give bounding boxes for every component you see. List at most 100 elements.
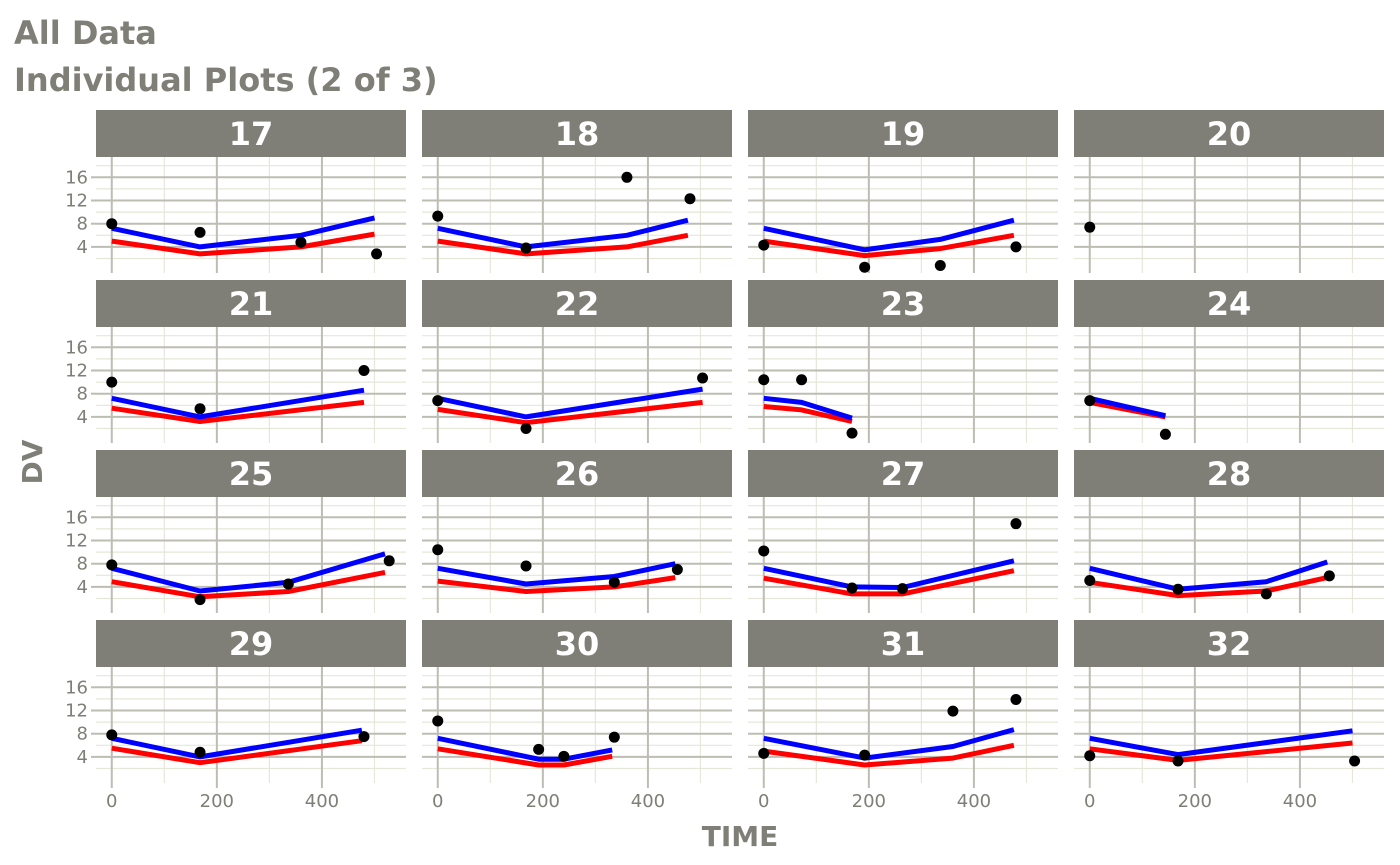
x-tick-label: 0 — [432, 791, 443, 812]
data-point — [432, 715, 444, 727]
series-line-red — [763, 404, 853, 424]
x-tick-label: 0 — [758, 791, 769, 812]
panel-32: 32 0 200 400 — [1074, 620, 1384, 812]
data-point — [432, 395, 444, 407]
panel-20: 20 — [1074, 110, 1384, 273]
panel-26: 26 — [422, 450, 732, 613]
strip-label: 29 — [229, 625, 274, 663]
panel-18: 18 — [422, 110, 732, 273]
y-tick-label: 12 — [65, 361, 88, 382]
data-point — [1349, 755, 1361, 767]
x-tick-label: 200 — [200, 791, 234, 812]
series-line-blue — [111, 215, 376, 250]
data-point — [934, 259, 946, 271]
series-line-red — [763, 568, 1015, 597]
strip-bg — [748, 450, 1058, 497]
data-point — [608, 576, 620, 588]
series-line-blue — [111, 387, 365, 420]
strip-bg — [1074, 620, 1384, 667]
series-line-red — [111, 231, 375, 257]
data-point — [432, 544, 444, 556]
strip-label: 32 — [1207, 625, 1252, 663]
panel-22: 22 — [422, 280, 732, 443]
series-line-blue — [763, 727, 1015, 761]
series-line-red — [763, 232, 1015, 259]
x-tick-label: 0 — [106, 791, 117, 812]
data-point — [1010, 241, 1022, 253]
data-point — [194, 226, 206, 238]
strip-bg — [422, 450, 732, 497]
data-point — [106, 376, 118, 388]
y-tick-label: 16 — [65, 507, 88, 528]
series-line-blue — [1089, 728, 1353, 758]
series-line-blue — [437, 217, 689, 250]
strip-bg — [1074, 280, 1384, 327]
strip-bg — [422, 620, 732, 667]
strip-label: 25 — [229, 455, 274, 493]
data-point — [697, 372, 709, 384]
data-point — [520, 242, 532, 254]
data-point — [1084, 750, 1096, 762]
data-point — [621, 171, 633, 183]
series-line-red — [1089, 575, 1328, 599]
series-line-red — [437, 232, 689, 257]
strip-label: 31 — [881, 625, 926, 663]
strip-label: 19 — [881, 115, 926, 153]
series-line-blue — [1089, 395, 1166, 419]
x-axis-label: TIME — [702, 820, 779, 853]
y-tick-label: 12 — [65, 531, 88, 552]
data-point — [1172, 583, 1184, 595]
y-tick-label: 12 — [65, 191, 88, 212]
data-point — [1010, 693, 1022, 705]
data-point — [1159, 428, 1171, 440]
y-tick-label: 4 — [77, 747, 88, 768]
series-line-red — [111, 569, 386, 600]
strip-label: 23 — [881, 285, 926, 323]
strip-label: 30 — [555, 625, 600, 663]
y-tick-label: 12 — [65, 701, 88, 722]
data-point — [358, 365, 370, 376]
strip-label: 26 — [555, 455, 600, 493]
data-point — [608, 731, 620, 743]
x-tick-label: 0 — [1084, 791, 1095, 812]
y-tick-label: 4 — [77, 577, 88, 598]
strip-bg — [96, 280, 406, 327]
series-line-blue — [1089, 559, 1329, 592]
strip-label: 21 — [229, 285, 274, 323]
y-tick-label: 8 — [77, 384, 88, 405]
strip-bg — [748, 620, 1058, 667]
series-line-blue — [763, 217, 1015, 253]
data-point — [846, 427, 858, 439]
strip-bg — [1074, 450, 1384, 497]
series-line-blue — [111, 551, 386, 594]
data-point — [194, 746, 206, 758]
data-point — [106, 559, 118, 571]
panel-23: 23 — [748, 280, 1058, 443]
data-point — [194, 403, 206, 415]
strip-label: 28 — [1207, 455, 1252, 493]
data-point — [520, 560, 532, 572]
strip-bg — [96, 110, 406, 157]
strip-label: 17 — [229, 115, 274, 153]
y-tick-label: 8 — [77, 554, 88, 575]
panel-27: 27 — [748, 450, 1058, 613]
data-point — [846, 582, 858, 594]
data-point — [758, 374, 770, 386]
data-point — [106, 729, 118, 741]
strip-bg — [422, 110, 732, 157]
data-point — [295, 236, 307, 248]
data-point — [758, 545, 770, 557]
data-point — [1084, 395, 1096, 407]
strip-bg — [748, 110, 1058, 157]
panel-24: 24 — [1074, 280, 1384, 443]
series-line-blue — [437, 561, 676, 587]
x-tick-label: 400 — [631, 791, 665, 812]
series-line-red — [111, 738, 363, 766]
y-tick-label: 16 — [65, 677, 88, 698]
data-point — [520, 423, 532, 434]
